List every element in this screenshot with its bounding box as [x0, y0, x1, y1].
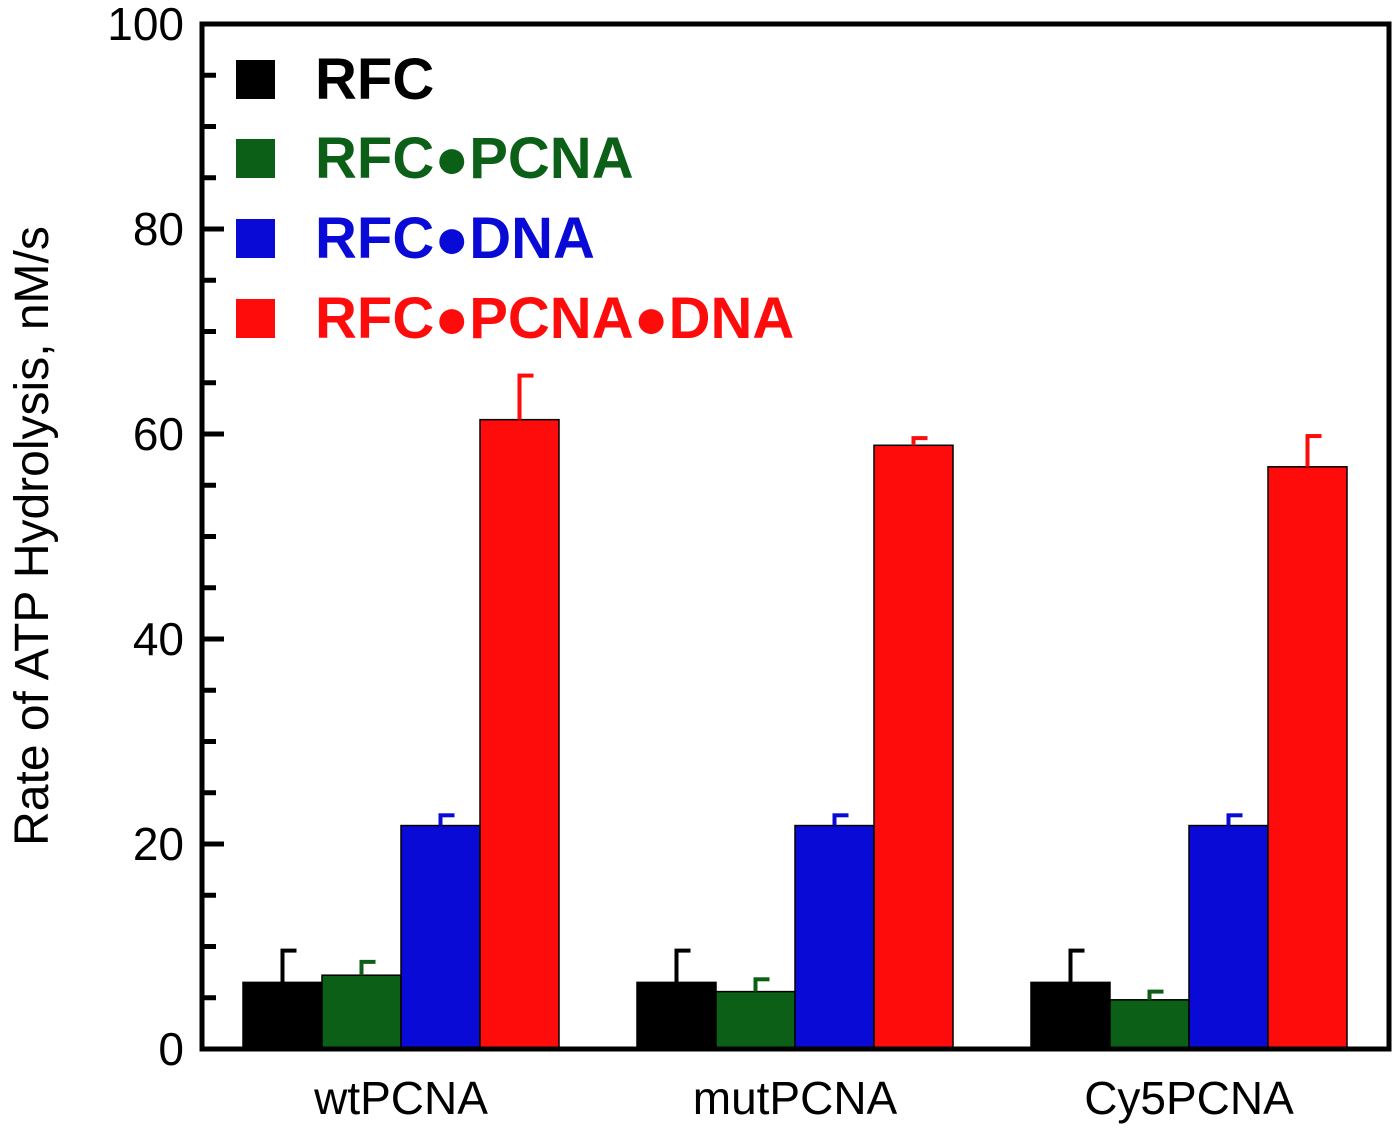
plot-frame: [199, 21, 1392, 1052]
y-tick-label: 0: [158, 1023, 184, 1075]
bar-rfc-pcna-mutpcna: [715, 990, 796, 1050]
bar-rfc-pcna-dna-wtpcna: [479, 418, 560, 1050]
y-tick-label: 20: [133, 818, 184, 870]
bar-rfc-dna-mutpcna: [794, 824, 875, 1050]
x-tick-label: wtPCNA: [313, 1072, 488, 1124]
legend-label: RFC●PCNA: [315, 126, 634, 191]
legend-label: RFC●PCNA●DNA: [315, 286, 794, 351]
y-tick-label: 100: [107, 0, 184, 50]
legend-label: RFC●DNA: [315, 206, 595, 271]
error-bars: [280, 373, 1322, 1000]
bar-rfc-pcna-dna-mutpcna: [873, 444, 954, 1050]
y-tick-label: 80: [133, 203, 184, 255]
legend-swatch: [236, 299, 275, 338]
legend-label: RFC: [315, 47, 434, 112]
x-tick-label: Cy5PCNA: [1084, 1072, 1294, 1124]
bar-rfc-wtpcna: [242, 981, 323, 1050]
bar-rfc-pcna-dna-cy5pcna: [1267, 466, 1348, 1050]
bar-rfc-pcna-wtpcna: [321, 974, 402, 1050]
bar-rfc-dna-cy5pcna: [1188, 824, 1269, 1050]
bar-rfc-mutpcna: [636, 981, 717, 1050]
y-tick-label: 60: [133, 408, 184, 460]
legend-swatch: [236, 60, 275, 99]
axis-labels: wtPCNA mutPCNA Cy5PCNA Rate of ATP Hydrolys…: [6, 226, 1294, 1124]
y-tick-label: 40: [133, 613, 184, 665]
bar-rfc-pcna-cy5pcna: [1109, 999, 1190, 1050]
y-axis-ticks: 0 20 40 60 80 100: [107, 0, 224, 1075]
bars: [242, 418, 1348, 1050]
x-tick-label: mutPCNA: [693, 1072, 898, 1124]
legend-swatch: [236, 139, 275, 178]
legend: RFC RFC●PCNA RFC●DNA RFC●PCNA●DNA: [236, 47, 794, 351]
legend-swatch: [236, 219, 275, 258]
bar-rfc-dna-wtpcna: [400, 824, 481, 1050]
bar-rfc-cy5pcna: [1030, 981, 1111, 1050]
y-axis-label: Rate of ATP Hydrolysis, nM/s: [6, 226, 59, 846]
